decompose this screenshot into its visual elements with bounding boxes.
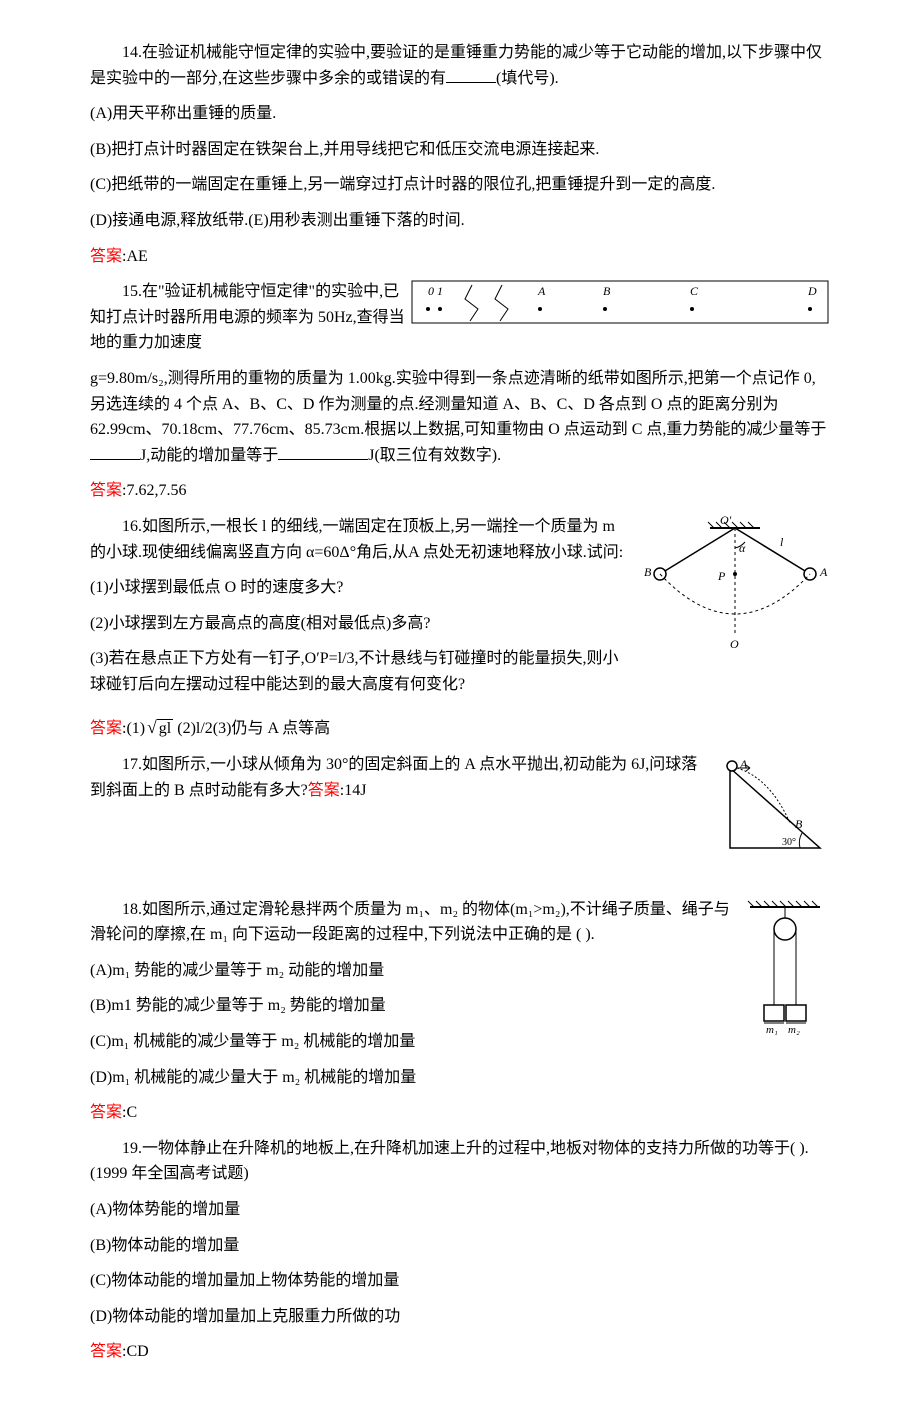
svg-text:B: B — [795, 817, 803, 831]
q14-ans-val: :AE — [122, 248, 148, 265]
svg-text:A: A — [819, 565, 828, 579]
svg-text:O′: O′ — [720, 514, 732, 527]
q14-optA: (A)用天平称出重锤的质量. — [90, 101, 830, 127]
svg-text:α: α — [739, 541, 746, 555]
q15-blank1 — [90, 459, 140, 460]
q17-ans-label: 答案 — [308, 782, 340, 799]
q18-stem: 18.如图所示,通过定滑轮悬拌两个质量为 m₁、m₂ 的物体(m₁>m₂),不计… — [90, 897, 830, 948]
q16-sqrt: gl — [157, 719, 173, 737]
q16-answer: 答案:(1) gl (2)l/2(3)仍与 A 点等高 — [90, 713, 830, 742]
q18-ans-val: :C — [122, 1104, 137, 1121]
q19-answer: 答案:CD — [90, 1339, 830, 1365]
q18-answer: 答案:C — [90, 1100, 830, 1126]
q18-optB: (B)m1 势能的减少量等于 m₂ 势能的增加量 — [90, 993, 830, 1019]
q14-text: 14.在验证机械能守恒定律的实验中,要验证的是重锤重力势能的减少等于它动能的增加… — [90, 44, 822, 87]
svg-text:30°: 30° — [782, 837, 796, 848]
tape-D: D — [807, 284, 817, 298]
q15-ans-label: 答案 — [90, 482, 122, 499]
q16-ans-label: 答案 — [90, 720, 122, 737]
q19-ans-val: :CD — [122, 1343, 149, 1360]
q14-answer: 答案:AE — [90, 244, 830, 270]
q18-optC: (C)m₁ 机械能的减少量等于 m₂ 机械能的增加量 — [90, 1029, 830, 1055]
svg-text:m₂: m₂ — [788, 1024, 800, 1036]
q14-optD: (D)接通电源,释放纸带.(E)用秒表测出重锤下落的时间. — [90, 208, 830, 234]
q15-p2: g=9.80m/s₂,测得所用的重物的质量为 1.00kg.实验中得到一条点迹清… — [90, 366, 830, 468]
q19-optA: (A)物体势能的增加量 — [90, 1197, 830, 1223]
tape-01: 0 1 — [428, 284, 443, 298]
q14-optB: (B)把打点计时器固定在铁架台上,并用导线把它和低压交流电源连接起来. — [90, 137, 830, 163]
q19-optB: (B)物体动能的增加量 — [90, 1233, 830, 1259]
q19-stem: 19.一物体静止在升降机的地板上,在升降机加速上升的过程中,地板对物体的支持力所… — [90, 1136, 830, 1187]
q17-text: 17.如图所示,一小球从倾角为 30°的固定斜面上的 A 点水平抛出,初动能为 … — [90, 756, 697, 799]
svg-text:l: l — [780, 535, 784, 549]
q19-optC: (C)物体动能的增加量加上物体势能的增加量 — [90, 1268, 830, 1294]
tape-B: B — [603, 284, 611, 298]
q14-ans-label: 答案 — [90, 248, 122, 265]
q19-optD: (D)物体动能的增加量加上克服重力所做的功 — [90, 1304, 830, 1330]
q18-optD: (D)m₁ 机械能的减少量大于 m₂ 机械能的增加量 — [90, 1065, 830, 1091]
svg-text:m₁: m₁ — [766, 1024, 778, 1036]
q17-figure: A B 30° — [720, 758, 830, 867]
q14-tail: (填代号). — [496, 70, 559, 87]
svg-text:O: O — [730, 637, 739, 651]
tape-C: C — [690, 284, 699, 298]
q18-figure: m₁ m₂ — [740, 897, 830, 1046]
q15-blank2 — [278, 459, 368, 460]
q19-ans-label: 答案 — [90, 1343, 122, 1360]
svg-text:A: A — [739, 758, 748, 771]
q14-stem: 14.在验证机械能守恒定律的实验中,要验证的是重锤重力势能的减少等于它动能的增加… — [90, 40, 830, 91]
q15-p2a: g=9.80m/s₂,测得所用的重物的质量为 1.00kg.实验中得到一条点迹清… — [90, 370, 826, 438]
q15-ans-val: :7.62,7.56 — [122, 482, 186, 499]
q15-p2b: J,动能的增加量等于 — [140, 447, 278, 464]
tape-A: A — [537, 284, 546, 298]
svg-text:B: B — [644, 565, 652, 579]
q15-p2c: J(取三位有效数字). — [368, 447, 501, 464]
q17-stem: 17.如图所示,一小球从倾角为 30°的固定斜面上的 A 点水平抛出,初动能为 … — [90, 752, 830, 803]
q15-tape-figure: 0 1 A B C D — [410, 279, 830, 338]
q18-optA: (A)m₁ 势能的减少量等于 m₂ 动能的增加量 — [90, 958, 830, 984]
sqrt-icon: gl — [145, 713, 173, 742]
q16-figure: O′ α l A B P O — [640, 514, 830, 663]
q16-ansA: :(1) — [122, 720, 145, 737]
q17-ans-val: :14J — [340, 782, 367, 799]
q15-answer: 答案:7.62,7.56 — [90, 478, 830, 504]
q15-row1: 15.在"验证机械能守恒定律"的实验中,已知打点计时器所用电源的频率为 50Hz… — [90, 279, 830, 366]
svg-text:P: P — [717, 569, 726, 583]
q15-p1: 15.在"验证机械能守恒定律"的实验中,已知打点计时器所用电源的频率为 50Hz… — [90, 279, 410, 356]
q16-ansB: (2)l/2(3)仍与 A 点等高 — [173, 720, 330, 737]
q18-ans-label: 答案 — [90, 1104, 122, 1121]
q14-optC: (C)把纸带的一端固定在重锤上,另一端穿过打点计时器的限位孔,把重锤提升到一定的… — [90, 172, 830, 198]
q14-blank — [446, 82, 496, 83]
